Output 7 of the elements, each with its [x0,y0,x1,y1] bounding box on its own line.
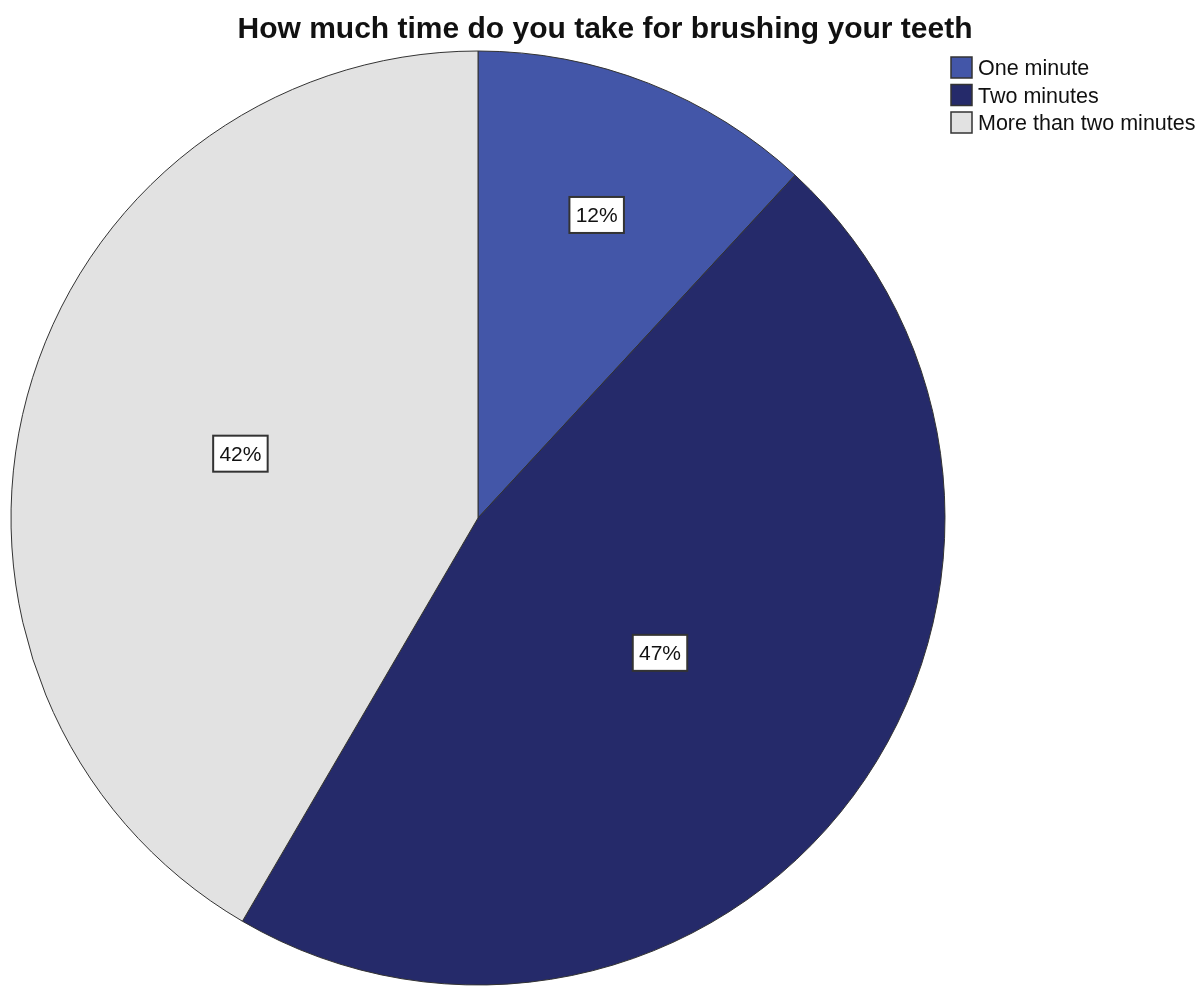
legend-label: More than two minutes [978,111,1196,135]
data-label: 47% [638,641,682,665]
legend-label: Two minutes [978,83,1099,108]
chart-title: How much time do you take for brushing your teeth [237,11,973,44]
legend-label: One minute [978,56,1090,80]
data-label: 12% [575,203,618,227]
data-label: 42% [219,442,262,466]
